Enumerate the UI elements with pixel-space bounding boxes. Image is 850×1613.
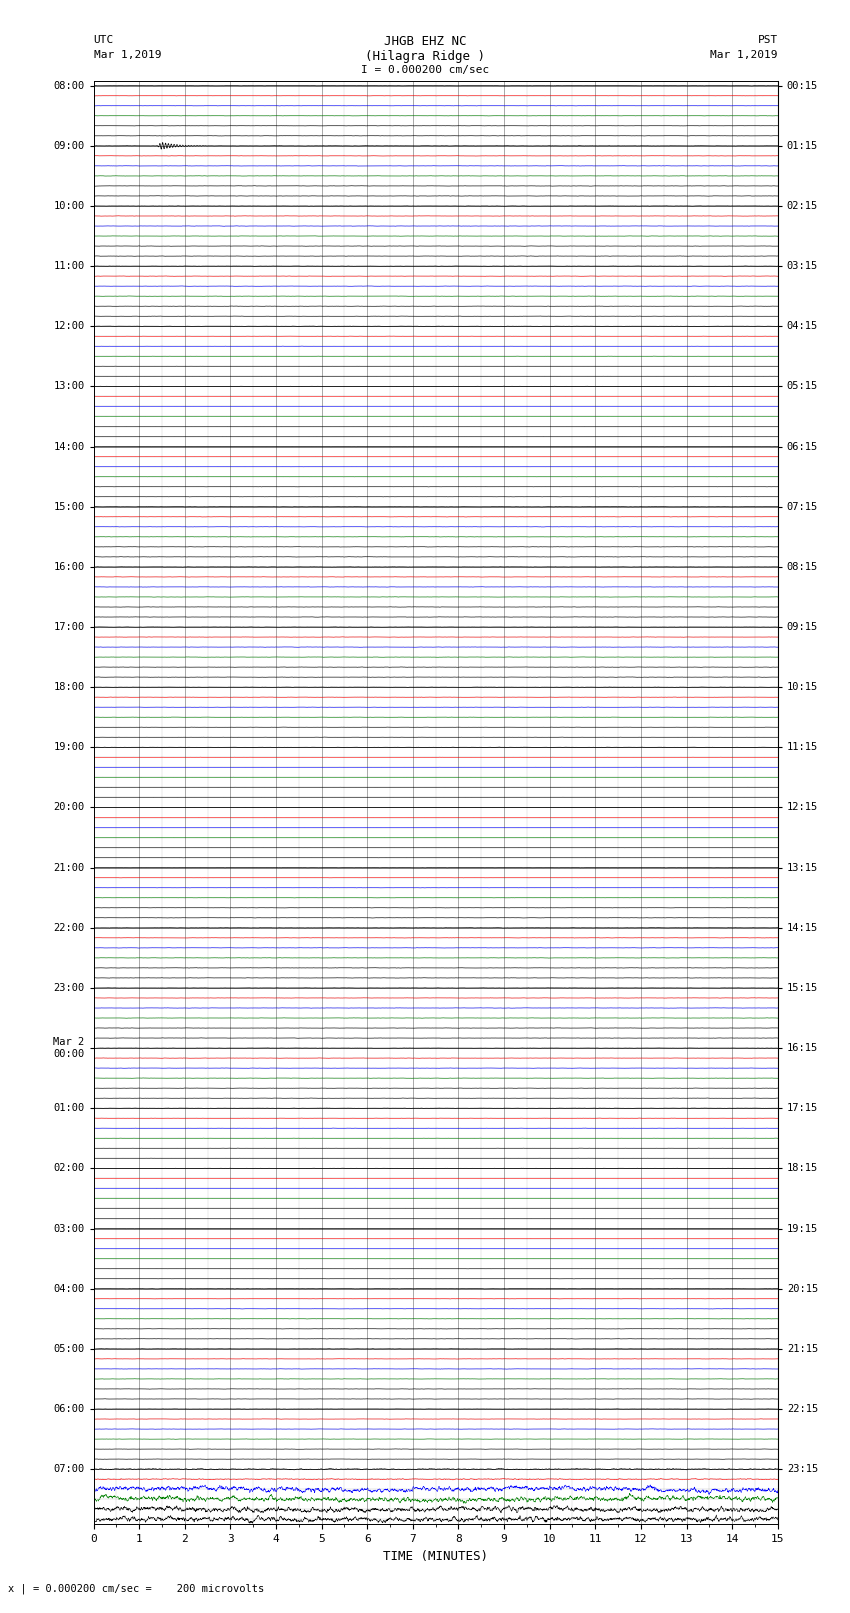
X-axis label: TIME (MINUTES): TIME (MINUTES) — [383, 1550, 488, 1563]
Text: UTC: UTC — [94, 35, 114, 45]
Text: JHGB EHZ NC: JHGB EHZ NC — [383, 35, 467, 48]
Text: x | = 0.000200 cm/sec =    200 microvolts: x | = 0.000200 cm/sec = 200 microvolts — [8, 1582, 264, 1594]
Text: Mar 1,2019: Mar 1,2019 — [94, 50, 161, 60]
Text: Mar 1,2019: Mar 1,2019 — [711, 50, 778, 60]
Text: PST: PST — [757, 35, 778, 45]
Text: I = 0.000200 cm/sec: I = 0.000200 cm/sec — [361, 65, 489, 74]
Text: (Hilagra Ridge ): (Hilagra Ridge ) — [365, 50, 485, 63]
